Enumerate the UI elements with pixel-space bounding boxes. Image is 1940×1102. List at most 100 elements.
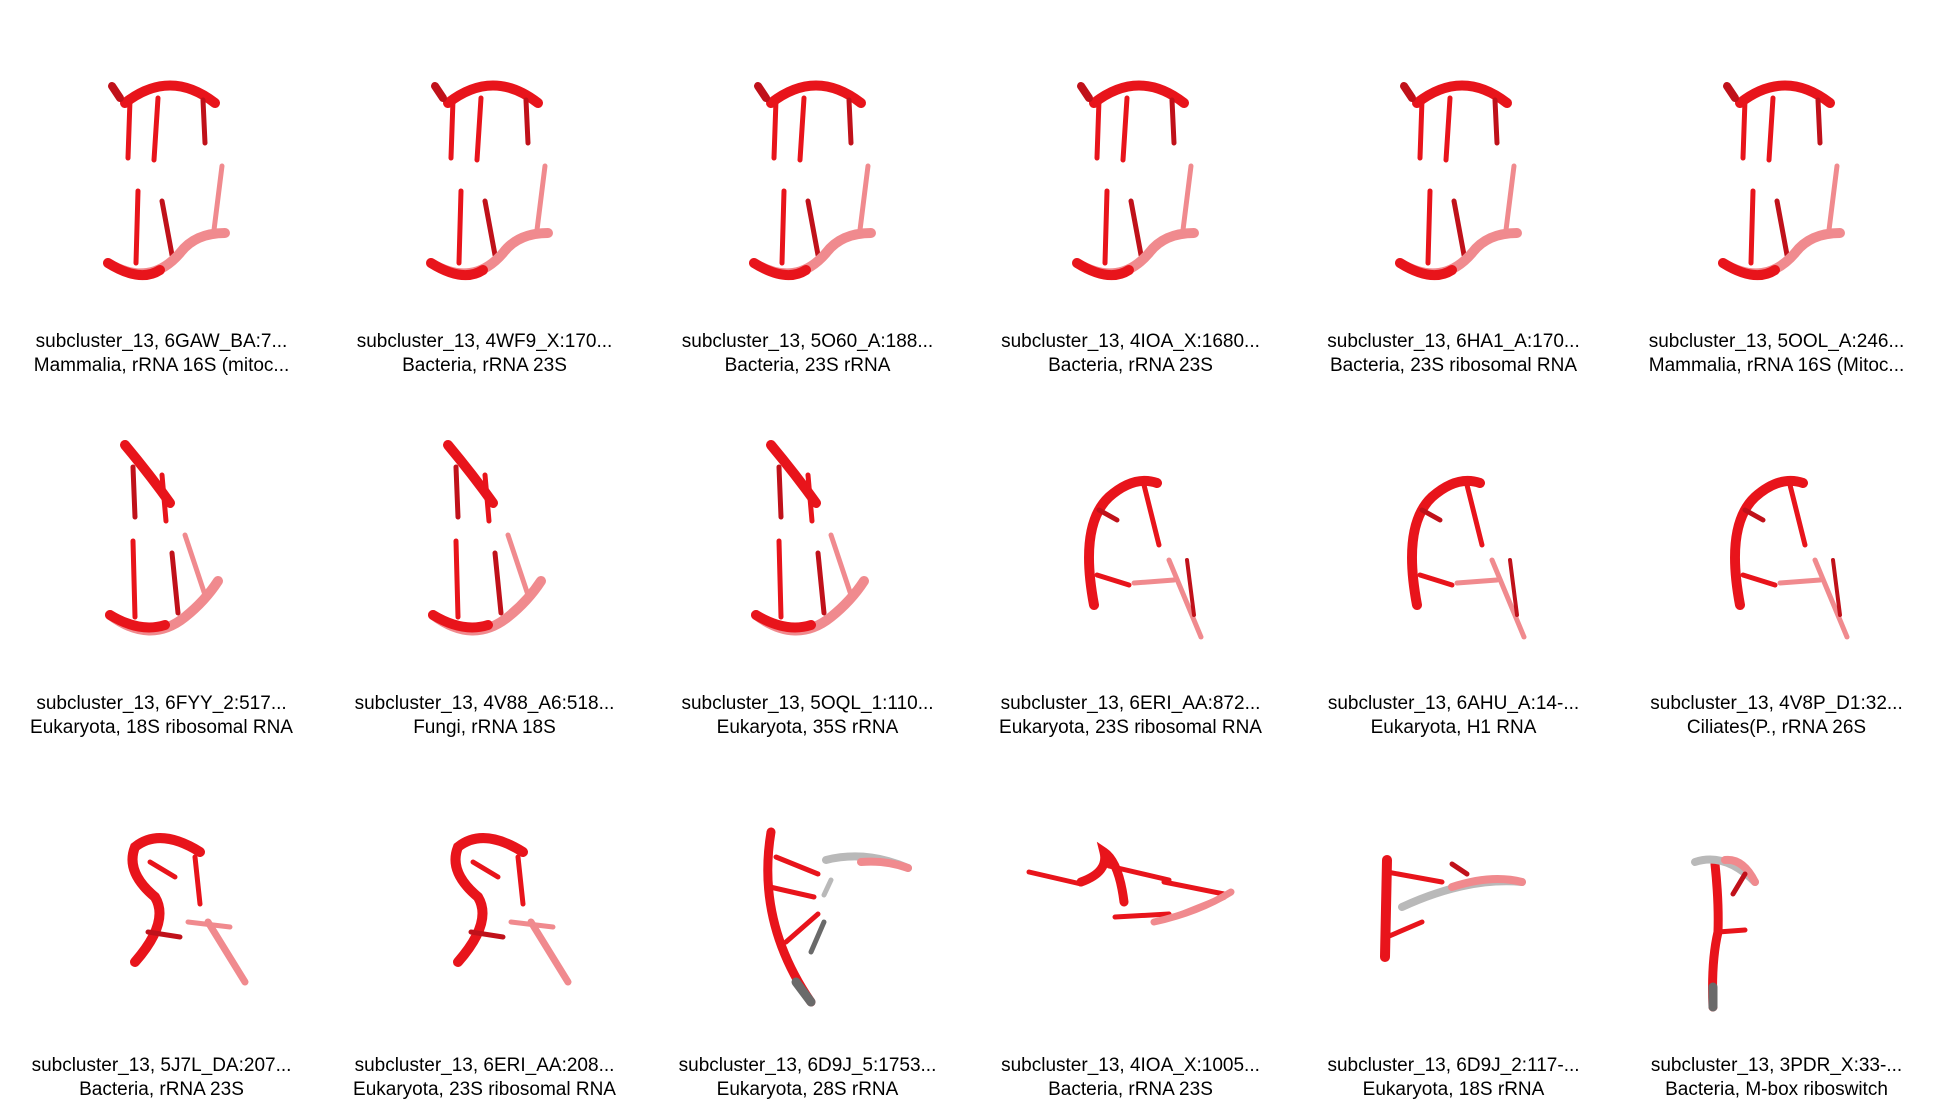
backbone-strand [1735, 80, 1835, 108]
rna-structure-render [426, 80, 553, 281]
base-stick [145, 929, 183, 940]
base-stick [204, 918, 249, 986]
base-stick [1094, 97, 1102, 161]
backbone-strand [1380, 855, 1392, 962]
base-stick [125, 97, 133, 161]
rna-structure-render [1407, 475, 1527, 640]
organism-rna-label: Eukaryota, 23S ribosomal RNA [353, 1079, 616, 1100]
structure-tile: subcluster_13, 5OOL_A:246... Mammalia, rR… [1615, 8, 1938, 376]
base-stick [1812, 557, 1850, 640]
backbone-strand [1718, 258, 1780, 281]
structure-id-label: subcluster_13, 4WF9_X:170... [356, 331, 613, 352]
organism-rna-label: Bacteria, rRNA 23S [1048, 1079, 1213, 1100]
base-stick [482, 472, 492, 524]
base-stick [779, 188, 787, 266]
structure-id-label: subcluster_13, 3PDR_X:33-... [1650, 1055, 1903, 1076]
base-stick [815, 550, 827, 616]
rna-structure-render [763, 827, 912, 1007]
base-stick [1096, 507, 1120, 523]
base-stick [200, 97, 208, 146]
structure-id-label: subcluster_13, 4IOA_X:1680... [1001, 331, 1260, 352]
organism-rna-label: Bacteria, 23S ribosomal RNA [1329, 355, 1578, 376]
organism-rna-label: Fungi, rRNA 18S [413, 717, 556, 738]
rna-structure-render [428, 440, 546, 636]
rna-structure-render [103, 80, 230, 281]
base-stick [783, 911, 821, 945]
backbone-strand [426, 258, 488, 281]
backbone-strand [749, 258, 811, 281]
structure-id-label: subcluster_13, 6GAW_BA:7... [35, 331, 288, 352]
base-stick [492, 550, 504, 616]
base-stick [1730, 871, 1748, 897]
structure-id-label: subcluster_13, 4IOA_X:1005... [1001, 1055, 1260, 1076]
backbone-strand [1448, 875, 1526, 891]
structure-tile: subcluster_13, 4WF9_X:170... Bacteria, rR… [323, 8, 646, 376]
base-stick [147, 859, 178, 880]
base-stick [1787, 482, 1808, 548]
organism-rna-label: Bacteria, M-box riboswitch [1665, 1079, 1888, 1100]
structure-tile: subcluster_13, 6D9J_2:117-... Eukaryota, … [1292, 732, 1615, 1100]
base-stick [182, 532, 208, 598]
base-stick [534, 163, 548, 233]
backbone-strand [443, 80, 543, 108]
base-stick [474, 95, 484, 163]
base-stick [1120, 95, 1130, 163]
base-stick [1128, 198, 1144, 258]
structure-tile: subcluster_13, 4V8P_D1:32... Ciliates(P.,… [1615, 370, 1938, 738]
base-stick [1417, 572, 1455, 588]
base-stick [773, 854, 821, 877]
base-stick [1106, 863, 1172, 883]
base-stick [1384, 919, 1425, 940]
base-stick [828, 532, 854, 598]
structure-tile: subcluster_13, 4IOA_X:1680... Bacteria, r… [969, 8, 1292, 376]
base-stick [159, 472, 169, 524]
base-stick [771, 97, 779, 161]
rna-structure-render [1691, 855, 1759, 1012]
backbone-strand [1150, 888, 1235, 926]
rna-structure-render [127, 833, 249, 986]
backbone-strand [1089, 80, 1189, 108]
base-stick [1094, 572, 1132, 588]
organism-rna-label: Mammalia, rRNA 16S (mitoc... [33, 355, 290, 376]
organism-rna-label: Eukaryota, 35S rRNA [716, 717, 899, 738]
backbone-strand [1723, 82, 1739, 102]
base-stick [1748, 188, 1756, 266]
rna-structure-render [1072, 80, 1199, 281]
organism-rna-label: Bacteria, rRNA 23S [1048, 355, 1213, 376]
base-stick [1492, 97, 1500, 146]
structure-tile: subcluster_13, 3PDR_X:33-... Bacteria, M-… [1615, 732, 1938, 1100]
rna-structure-render [1084, 475, 1204, 640]
base-stick [527, 918, 572, 986]
base-stick [482, 198, 498, 258]
organism-rna-label: Bacteria, rRNA 23S [402, 355, 567, 376]
base-stick [515, 854, 526, 907]
structure-id-label: subcluster_13, 6FYY_2:517... [36, 693, 287, 714]
base-stick [453, 538, 461, 620]
base-stick [1419, 507, 1443, 523]
base-stick [1102, 188, 1110, 266]
base-stick [808, 919, 827, 955]
structure-id-label: subcluster_13, 5OOL_A:246... [1648, 331, 1905, 352]
base-stick [1417, 97, 1425, 161]
backbone-strand [754, 82, 770, 102]
rna-structure-render [1730, 475, 1850, 640]
organism-rna-label: Eukaryota, H1 RNA [1370, 717, 1537, 738]
backbone-strand [108, 82, 124, 102]
base-stick [1489, 557, 1527, 640]
structure-id-label: subcluster_13, 4V8P_D1:32... [1650, 693, 1903, 714]
backbone-strand [1084, 475, 1162, 610]
structure-tile: subcluster_13, 4V88_A6:518... Fungi, rRNA… [323, 370, 646, 738]
organism-rna-label: Eukaryota, 28S rRNA [716, 1079, 899, 1100]
rna-structure-render [450, 833, 572, 986]
base-stick [1161, 879, 1227, 897]
structure-tile: subcluster_13, 6D9J_5:1753... Eukaryota, … [646, 732, 969, 1100]
structure-tile: subcluster_13, 6ERI_AA:872... Eukaryota, … [969, 370, 1292, 738]
structure-id-label: subcluster_13, 4V88_A6:518... [354, 693, 615, 714]
base-stick [1742, 507, 1766, 523]
base-stick [505, 532, 531, 598]
structure-id-label: subcluster_13, 6ERI_AA:872... [1000, 693, 1261, 714]
structure-tile: subcluster_13, 6AHU_A:14-... Eukaryota, H… [1292, 370, 1615, 738]
rna-structure-render [749, 80, 876, 281]
organism-rna-label: Bacteria, rRNA 23S [79, 1079, 244, 1100]
